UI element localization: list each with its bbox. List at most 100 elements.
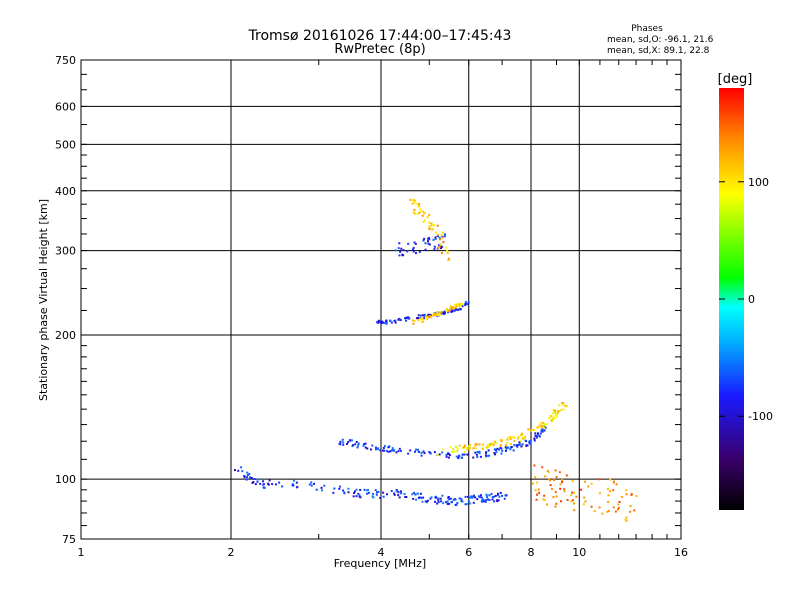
data-point <box>491 498 494 501</box>
data-point <box>352 444 355 447</box>
data-point <box>433 451 436 454</box>
data-point <box>504 494 507 497</box>
data-point <box>469 444 472 447</box>
data-point <box>251 481 254 484</box>
data-point <box>480 499 483 502</box>
data-point <box>424 242 427 245</box>
data-point <box>412 250 415 253</box>
data-point <box>516 445 519 448</box>
data-point <box>281 485 284 488</box>
data-point <box>402 254 405 257</box>
data-point <box>625 489 628 492</box>
data-point <box>499 444 502 447</box>
data-point <box>474 447 477 450</box>
data-point <box>561 481 564 484</box>
data-point <box>448 502 451 505</box>
y-axis-label: Stationary phase Virtual Height [km] <box>37 199 50 401</box>
data-point <box>248 473 251 476</box>
data-point <box>400 247 403 250</box>
data-point <box>552 409 555 412</box>
data-point <box>448 309 451 312</box>
data-point <box>497 492 500 495</box>
data-point <box>266 482 269 485</box>
data-point <box>414 493 417 496</box>
data-point <box>612 489 615 492</box>
data-point <box>515 444 518 447</box>
data-point <box>379 449 382 452</box>
data-point <box>552 415 555 418</box>
data-point <box>505 494 508 497</box>
data-point <box>262 480 265 483</box>
data-point <box>500 440 503 443</box>
data-point <box>532 429 535 432</box>
data-point <box>522 438 525 441</box>
data-point <box>554 505 557 508</box>
data-point <box>529 440 532 443</box>
data-point <box>399 250 402 253</box>
data-point <box>553 409 556 412</box>
data-point <box>486 446 489 449</box>
data-point <box>549 479 552 482</box>
data-point <box>417 448 420 451</box>
data-point <box>387 450 390 453</box>
data-point <box>310 481 313 484</box>
data-point <box>518 441 521 444</box>
data-point <box>347 441 350 444</box>
data-point <box>415 317 418 320</box>
data-point <box>457 457 460 460</box>
data-point <box>565 404 568 407</box>
data-point <box>462 453 465 456</box>
data-point <box>538 424 541 427</box>
data-point <box>466 448 469 451</box>
data-point <box>513 444 516 447</box>
data-point <box>521 433 524 436</box>
data-point <box>437 497 440 500</box>
data-point <box>397 491 400 494</box>
data-point <box>617 507 620 510</box>
data-point <box>357 444 360 447</box>
data-point <box>437 501 440 504</box>
data-point <box>429 316 432 319</box>
data-point <box>534 476 537 479</box>
data-point <box>355 488 358 491</box>
data-point <box>520 445 523 448</box>
data-point <box>461 446 464 449</box>
data-point <box>434 500 437 503</box>
data-point <box>421 214 424 217</box>
data-point <box>476 498 479 501</box>
data-point <box>476 443 479 446</box>
data-point <box>467 453 470 456</box>
data-point <box>474 451 477 454</box>
data-point <box>384 320 387 323</box>
data-point <box>475 453 478 456</box>
data-point <box>488 494 491 497</box>
data-point <box>492 444 495 447</box>
data-point <box>387 446 390 449</box>
y-tick-label: 200 <box>55 329 76 342</box>
data-point <box>363 443 366 446</box>
data-point <box>366 492 369 495</box>
data-point <box>417 319 420 322</box>
data-point <box>439 247 442 250</box>
x-tick-label: 1 <box>78 546 85 559</box>
data-point <box>474 444 477 447</box>
data-point <box>385 493 388 496</box>
data-point <box>519 440 522 443</box>
data-point <box>427 237 430 240</box>
data-point <box>433 245 436 248</box>
data-point <box>593 510 596 513</box>
data-point <box>397 450 400 453</box>
data-point <box>617 508 620 511</box>
data-point <box>454 498 457 501</box>
data-point <box>624 518 627 521</box>
data-point <box>497 499 500 502</box>
data-point <box>421 318 424 321</box>
data-point <box>271 483 274 486</box>
data-point <box>440 500 443 503</box>
data-point <box>443 313 446 316</box>
data-point <box>430 222 433 225</box>
data-point <box>491 496 494 499</box>
data-point <box>379 496 382 499</box>
data-point <box>494 494 497 497</box>
data-point <box>268 479 271 482</box>
